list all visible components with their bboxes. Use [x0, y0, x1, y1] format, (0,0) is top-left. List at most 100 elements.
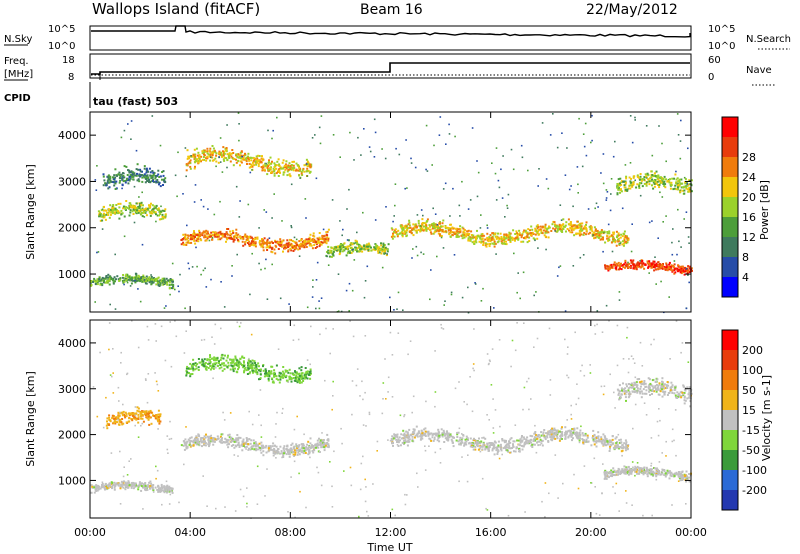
range-gate-cell: [273, 444, 276, 447]
range-gate-cell: [594, 229, 597, 232]
range-gate-cell: [502, 237, 505, 240]
range-gate-cell: [295, 238, 298, 241]
range-gate-cell: [311, 247, 314, 250]
range-gate-cell: [306, 377, 309, 380]
range-gate-cell: [436, 224, 439, 226]
range-gate-cell: [650, 176, 653, 179]
range-gate-cell: [381, 266, 384, 269]
range-gate-cell: [302, 167, 305, 170]
range-gate-cell: [556, 146, 559, 149]
range-gate-cell: [164, 214, 167, 217]
range-gate-cell: [158, 181, 161, 184]
range-gate-cell: [620, 262, 622, 265]
range-gate-cell: [606, 267, 609, 270]
range-gate-cell: [443, 304, 445, 306]
range-gate-cell: [113, 184, 116, 187]
range-gate-cell: [529, 234, 532, 236]
range-gate-cell: [316, 261, 319, 264]
range-gate-cell: [564, 310, 567, 312]
range-gate-cell: [564, 435, 567, 438]
range-gate-cell: [298, 255, 301, 257]
range-gate-cell: [124, 209, 127, 211]
range-gate-cell: [538, 233, 541, 236]
range-gate-cell: [155, 220, 157, 223]
range-gate-cell: [653, 172, 656, 175]
range-gate-cell: [139, 415, 142, 418]
range-gate-cell: [147, 208, 150, 211]
range-gate-cell: [124, 181, 127, 184]
range-gate-cell: [568, 188, 571, 191]
range-gate-cell: [151, 175, 154, 177]
range-gate-cell: [203, 363, 206, 366]
range-gate-cell: [524, 237, 527, 240]
range-gate-cell: [497, 237, 499, 240]
range-gate-cell: [395, 438, 398, 441]
range-gate-cell: [312, 286, 314, 288]
range-gate-cell: [583, 232, 586, 234]
range-gate-cell: [142, 486, 145, 489]
range-gate-cell: [433, 226, 436, 229]
range-gate-cell: [609, 266, 612, 269]
range-gate-cell: [222, 362, 225, 365]
range-gate-cell: [235, 153, 238, 156]
range-gate-cell: [247, 242, 249, 244]
range-gate-cell: [143, 411, 146, 414]
range-gate-cell: [565, 230, 567, 233]
range-gate-cell: [197, 358, 200, 360]
range-gate-cell: [204, 367, 207, 370]
range-gate-cell: [362, 211, 364, 214]
range-gate-cell: [514, 237, 516, 240]
range-gate-cell: [298, 247, 301, 250]
range-gate-cell: [268, 375, 271, 378]
range-gate-cell: [219, 137, 222, 139]
range-gate-cell: [145, 416, 148, 419]
range-gate-cell: [157, 207, 160, 210]
range-gate-cell: [380, 247, 383, 250]
range-gate-cell: [321, 446, 324, 449]
range-gate-cell: [356, 231, 358, 234]
range-gate-cell: [629, 187, 632, 190]
range-gate-cell: [591, 139, 593, 142]
range-gate-cell: [119, 485, 122, 488]
range-gate-cell: [297, 169, 300, 172]
range-gate-cell: [184, 147, 187, 149]
range-gate-cell: [138, 277, 141, 280]
range-gate-cell: [369, 150, 372, 153]
range-gate-cell: [206, 147, 209, 150]
range-gate-cell: [230, 361, 233, 364]
range-gate-cell: [163, 307, 166, 309]
range-gate-cell: [184, 237, 187, 240]
range-gate-cell: [577, 224, 580, 227]
range-gate-cell: [180, 243, 183, 246]
range-gate-cell: [230, 152, 233, 155]
range-gate-cell: [380, 252, 383, 255]
range-gate-cell: [232, 157, 235, 160]
range-gate-cell: [151, 280, 154, 283]
range-gate-cell: [193, 230, 195, 233]
range-gate-cell: [97, 251, 100, 253]
range-gate-cell: [326, 442, 329, 445]
range-gate-cell: [661, 178, 664, 181]
range-gate-cell: [467, 229, 470, 232]
range-gate-cell: [656, 268, 659, 271]
range-gate-cell: [139, 280, 142, 283]
range-gate-cell: [287, 166, 290, 169]
range-gate-cell: [201, 234, 204, 237]
range-gate-cell: [284, 369, 287, 372]
range-gate-cell: [205, 229, 208, 232]
range-gate-cell: [211, 237, 214, 239]
range-gate-cell: [249, 363, 252, 366]
range-gate-cell: [391, 237, 394, 240]
range-gate-cell: [137, 178, 140, 181]
range-gate-cell: [661, 263, 663, 266]
range-gate-cell: [474, 283, 477, 285]
range-gate-cell: [245, 236, 248, 238]
range-gate-cell: [603, 231, 606, 234]
range-gate-cell: [528, 236, 531, 239]
range-gate-cell: [395, 147, 397, 150]
range-gate-cell: [93, 491, 96, 494]
range-gate-cell: [164, 181, 167, 183]
range-gate-cell: [140, 277, 143, 280]
range-gate-cell: [134, 278, 137, 281]
range-gate-cell: [288, 173, 291, 176]
